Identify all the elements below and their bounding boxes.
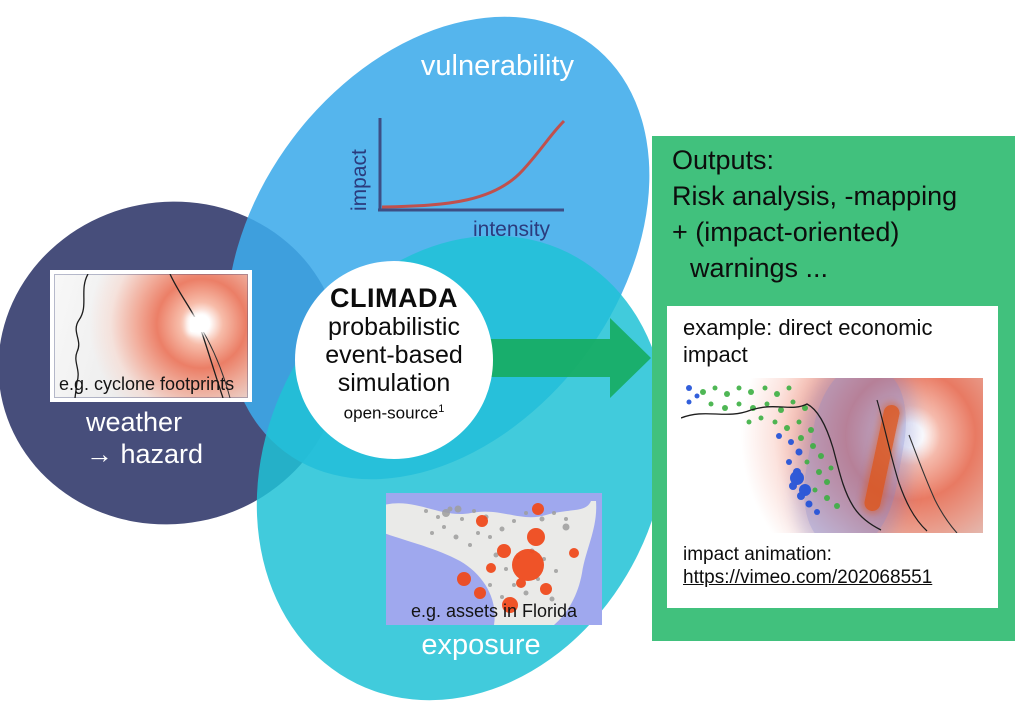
- coastline-east: [169, 274, 224, 398]
- impact-map-image: [681, 378, 983, 533]
- impact-map-details: [681, 385, 958, 533]
- impact-speckles-green: [700, 385, 840, 509]
- outputs-line4: warnings ...: [690, 253, 829, 283]
- animation-vimeo-link[interactable]: https://vimeo.com/202068551: [683, 567, 933, 588]
- vulnerability-label: vulnerability: [420, 50, 575, 82]
- hazard-label-line1: weather: [86, 407, 183, 437]
- x-axis-label: intensity: [473, 218, 551, 241]
- center-footnote: open-source1: [343, 403, 445, 423]
- animation-label: impact animation:: [683, 544, 832, 565]
- impact-speckles-blue: [686, 385, 820, 515]
- cyclone-caption: e.g. cyclone footprints: [59, 374, 235, 394]
- flow-arrow: [489, 318, 651, 398]
- impact-curve: [381, 119, 566, 209]
- hazard-label-line2: → hazard: [86, 439, 204, 469]
- center-circle: [295, 261, 493, 459]
- example-caption: example: direct economic impact: [683, 315, 933, 367]
- example-card: example: direct economic impact: [667, 306, 998, 608]
- cyclone-footprint-image: e.g. cyclone footprints: [50, 270, 252, 402]
- exposure-label: exposure: [421, 629, 541, 661]
- assets-map: [384, 501, 597, 625]
- hazard-label: weather → hazard: [86, 406, 203, 470]
- center-line3: simulation: [337, 369, 451, 397]
- outputs-panel: Outputs: Risk analysis, -mapping + (impa…: [652, 136, 1015, 641]
- assets-florida-image: e.g. assets in Florida: [384, 493, 602, 625]
- outputs-line3: + (impact-oriented): [672, 217, 900, 247]
- asset-clusters-orange: [457, 503, 579, 613]
- cyclone-eye-marker: [190, 317, 205, 332]
- center-title: CLIMADA: [330, 283, 458, 313]
- center-line2: event-based: [325, 341, 463, 369]
- impact-coastline-east: [876, 399, 928, 532]
- center-description: CLIMADA probabilistic event-based simula…: [294, 283, 494, 423]
- vulnerability-curve-chart: impact intensity: [348, 118, 566, 241]
- impact-coastline: [681, 403, 882, 531]
- outputs-line2: Risk analysis, -mapping: [672, 181, 958, 211]
- assets-caption: e.g. assets in Florida: [410, 601, 578, 621]
- impact-storm-track: [908, 434, 958, 533]
- outputs-title: Outputs: Risk analysis, -mapping + (impa…: [672, 142, 957, 286]
- coastline-west: [74, 274, 89, 398]
- outputs-line1: Outputs:: [672, 145, 775, 175]
- center-line1: probabilistic: [327, 313, 460, 341]
- y-axis-label: impact: [348, 149, 371, 211]
